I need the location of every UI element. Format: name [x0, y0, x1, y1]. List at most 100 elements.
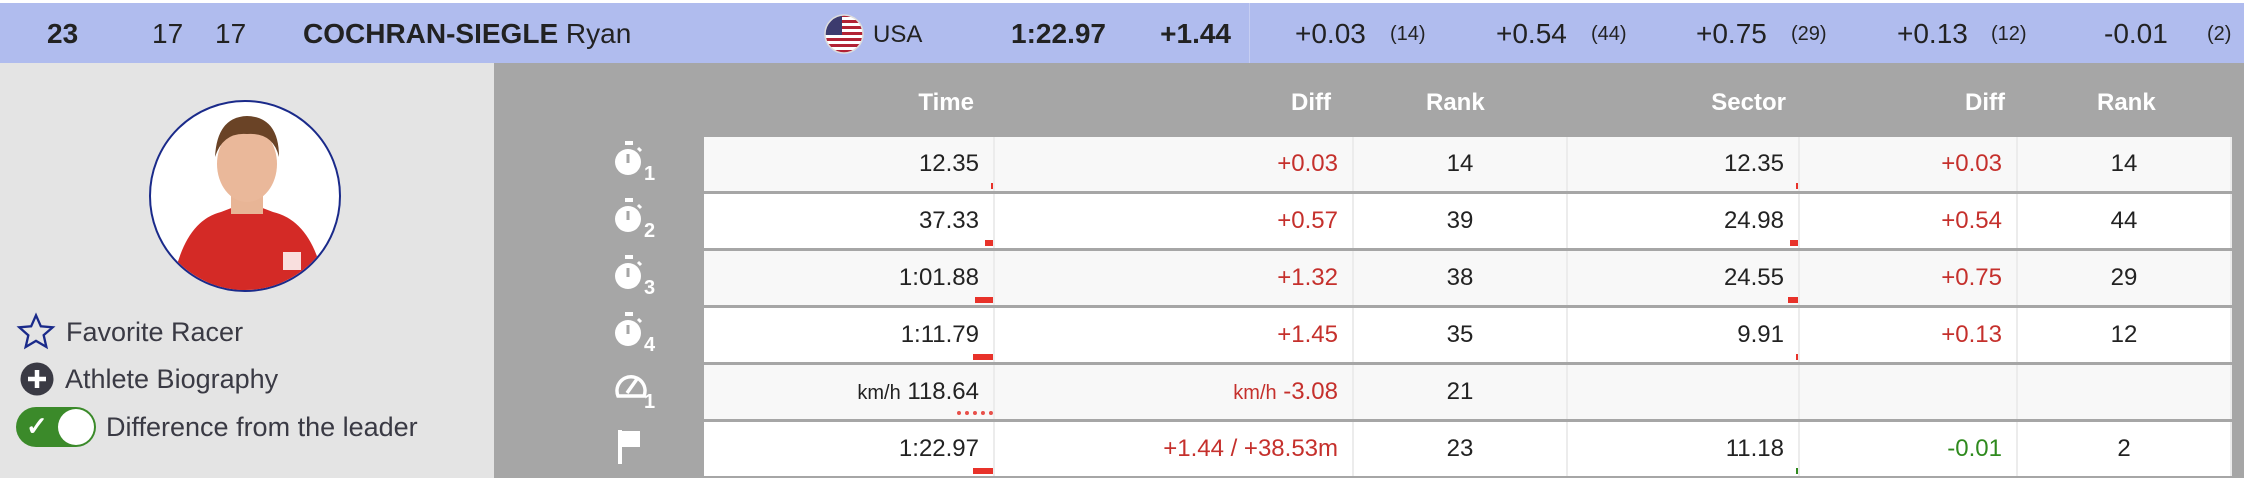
sector-4-rank: (12) — [1991, 23, 2027, 45]
athlete-photo — [149, 100, 341, 292]
diff-cell: +0.57 — [995, 194, 1354, 248]
time-cell: km/h 118.64 — [704, 365, 995, 419]
split-number: 1 — [644, 163, 656, 185]
racer-summary-row[interactable]: 23 17 17 COCHRAN-SIEGLE Ryan USA 1:22.97… — [0, 3, 2244, 63]
time-cell-value: 1:11.79 — [900, 321, 979, 348]
rank-cell-value: 23 — [1446, 435, 1474, 462]
rank-cell-value: 39 — [1446, 207, 1474, 234]
table-row: 1 km/h 118.64 km/h -3.08 21 — [615, 365, 2232, 419]
rank-cell-value: 21 — [1446, 378, 1474, 405]
stopwatch-icon: 4 — [614, 312, 664, 360]
rank-cell-value: 38 — [1446, 264, 1474, 291]
sector-cell: 24.98 — [1568, 194, 1800, 248]
header-time: Time — [918, 89, 974, 116]
rank-cell: 14 — [1354, 137, 1568, 191]
sector-rank-cell — [2018, 365, 2232, 419]
sector-diff-cell-value: +0.54 — [1941, 207, 2002, 234]
country: USA — [873, 21, 923, 48]
star-icon — [16, 312, 56, 350]
athlete-biography-button[interactable]: Athlete Biography — [16, 361, 278, 397]
sector-rank-cell: 12 — [2018, 308, 2232, 362]
sector-4-diff: +0.13 — [1897, 18, 1968, 49]
diff-bar — [1796, 468, 1798, 474]
time-cell: 1:22.97 — [704, 422, 995, 476]
stopwatch-icon: 3 — [614, 255, 664, 303]
rank-cell: 38 — [1354, 251, 1568, 305]
finish-flag-icon — [614, 426, 664, 474]
sector-cell: 11.18 — [1568, 422, 1800, 476]
time-cell: 12.35 — [704, 137, 995, 191]
sector-diff-cell: -0.01 — [1800, 422, 2018, 476]
diff-cell-value: +0.57 — [1277, 207, 1338, 234]
time-cell-value: 118.64 — [907, 378, 979, 405]
sector-rank-cell-value: 29 — [2110, 264, 2138, 291]
bib: 17 — [152, 18, 184, 49]
sector-diff-cell: +0.54 — [1800, 194, 2018, 248]
sector-cell: 12.35 — [1568, 137, 1800, 191]
last-name: COCHRAN-SIEGLE — [303, 18, 559, 49]
sector-cell-value: 9.91 — [1737, 321, 1784, 348]
sector-1-diff: +0.03 — [1295, 18, 1366, 49]
diff-cell-value: +1.45 — [1277, 321, 1338, 348]
start-number: 17 — [215, 18, 247, 49]
sector-3-diff: +0.75 — [1696, 18, 1767, 49]
time-cell: 1:11.79 — [704, 308, 995, 362]
rank-cell-value: 14 — [1446, 150, 1474, 177]
table-row: 1:22.97 +1.44 / +38.53m 23 11.18 -0.01 2 — [618, 422, 2232, 476]
difference-toggle-label: Difference from the leader — [106, 411, 418, 442]
header-rank: Rank — [1426, 89, 1485, 116]
divider — [1249, 3, 1250, 63]
favorite-racer-button[interactable]: Favorite Racer — [16, 312, 243, 352]
split-number: 4 — [644, 334, 656, 356]
table-row: 4 1:11.79 +1.45 35 9.91 +0.13 12 — [615, 308, 2232, 362]
diff-cell-value: -3.08 — [1283, 378, 1338, 405]
athlete-biography-label: Athlete Biography — [65, 363, 279, 394]
sector-cell: 9.91 — [1568, 308, 1800, 362]
diff-bar — [1796, 354, 1798, 360]
us-flag-icon — [824, 14, 864, 54]
sector-2-rank: (44) — [1591, 23, 1627, 45]
rank-cell: 21 — [1354, 365, 1568, 419]
split-number: 2 — [644, 220, 656, 242]
speed-diff-indicator — [957, 411, 993, 415]
sector-diff-cell-value: +0.03 — [1941, 150, 2002, 177]
sector-rank-cell-value: 2 — [2117, 435, 2131, 462]
diff-bar — [1796, 183, 1798, 189]
header-sector-rank: Rank — [2097, 89, 2156, 116]
rank-cell-value: 35 — [1446, 321, 1474, 348]
unit-label: km/h — [1233, 382, 1277, 404]
diff-cell: +1.32 — [995, 251, 1354, 305]
sector-3-rank: (29) — [1791, 23, 1827, 45]
sector-rank-cell-value: 14 — [2110, 150, 2138, 177]
diff-bar — [1787, 297, 1798, 303]
sector-cell-value: 12.35 — [1723, 150, 1784, 177]
plus-circle-icon — [20, 362, 54, 396]
diff-cell: +1.44 / +38.53m — [995, 422, 1354, 476]
time-cell-value: 12.35 — [918, 150, 979, 177]
sector-cell-value: 24.98 — [1723, 207, 1784, 234]
speedometer-icon: 1 — [614, 369, 664, 417]
sector-rank-cell: 2 — [2018, 422, 2232, 476]
time-cell: 37.33 — [704, 194, 995, 248]
sector-diff-cell: +0.75 — [1800, 251, 2018, 305]
diff-cell: +0.03 — [995, 137, 1354, 191]
header-diff: Diff — [1291, 89, 1331, 116]
diff-bar — [972, 468, 993, 474]
sector-5-rank: (2) — [2207, 23, 2232, 45]
table-row: 3 1:01.88 +1.32 38 24.55 +0.75 29 — [615, 251, 2232, 305]
rank: 23 — [47, 18, 79, 49]
difference-toggle[interactable]: ✓ — [16, 407, 96, 447]
diff-bar — [991, 183, 993, 189]
diff-bar — [974, 297, 993, 303]
racer-name: COCHRAN-SIEGLE Ryan — [303, 18, 631, 50]
sector-rank-cell: 44 — [2018, 194, 2232, 248]
favorite-racer-label: Favorite Racer — [66, 316, 244, 347]
time-cell-value: 1:01.88 — [898, 264, 979, 291]
difference-toggle-row[interactable]: ✓ Difference from the leader — [16, 407, 418, 447]
sector-cell-value: 11.18 — [1725, 435, 1784, 462]
split-number: 3 — [644, 277, 656, 299]
sector-diff-cell — [1800, 365, 2018, 419]
first-name: Ryan — [565, 18, 632, 49]
split-times-table: Time Diff Rank Sector Diff Rank 1 12.35 +0… — [494, 63, 2244, 478]
diff-bar — [1790, 240, 1798, 246]
